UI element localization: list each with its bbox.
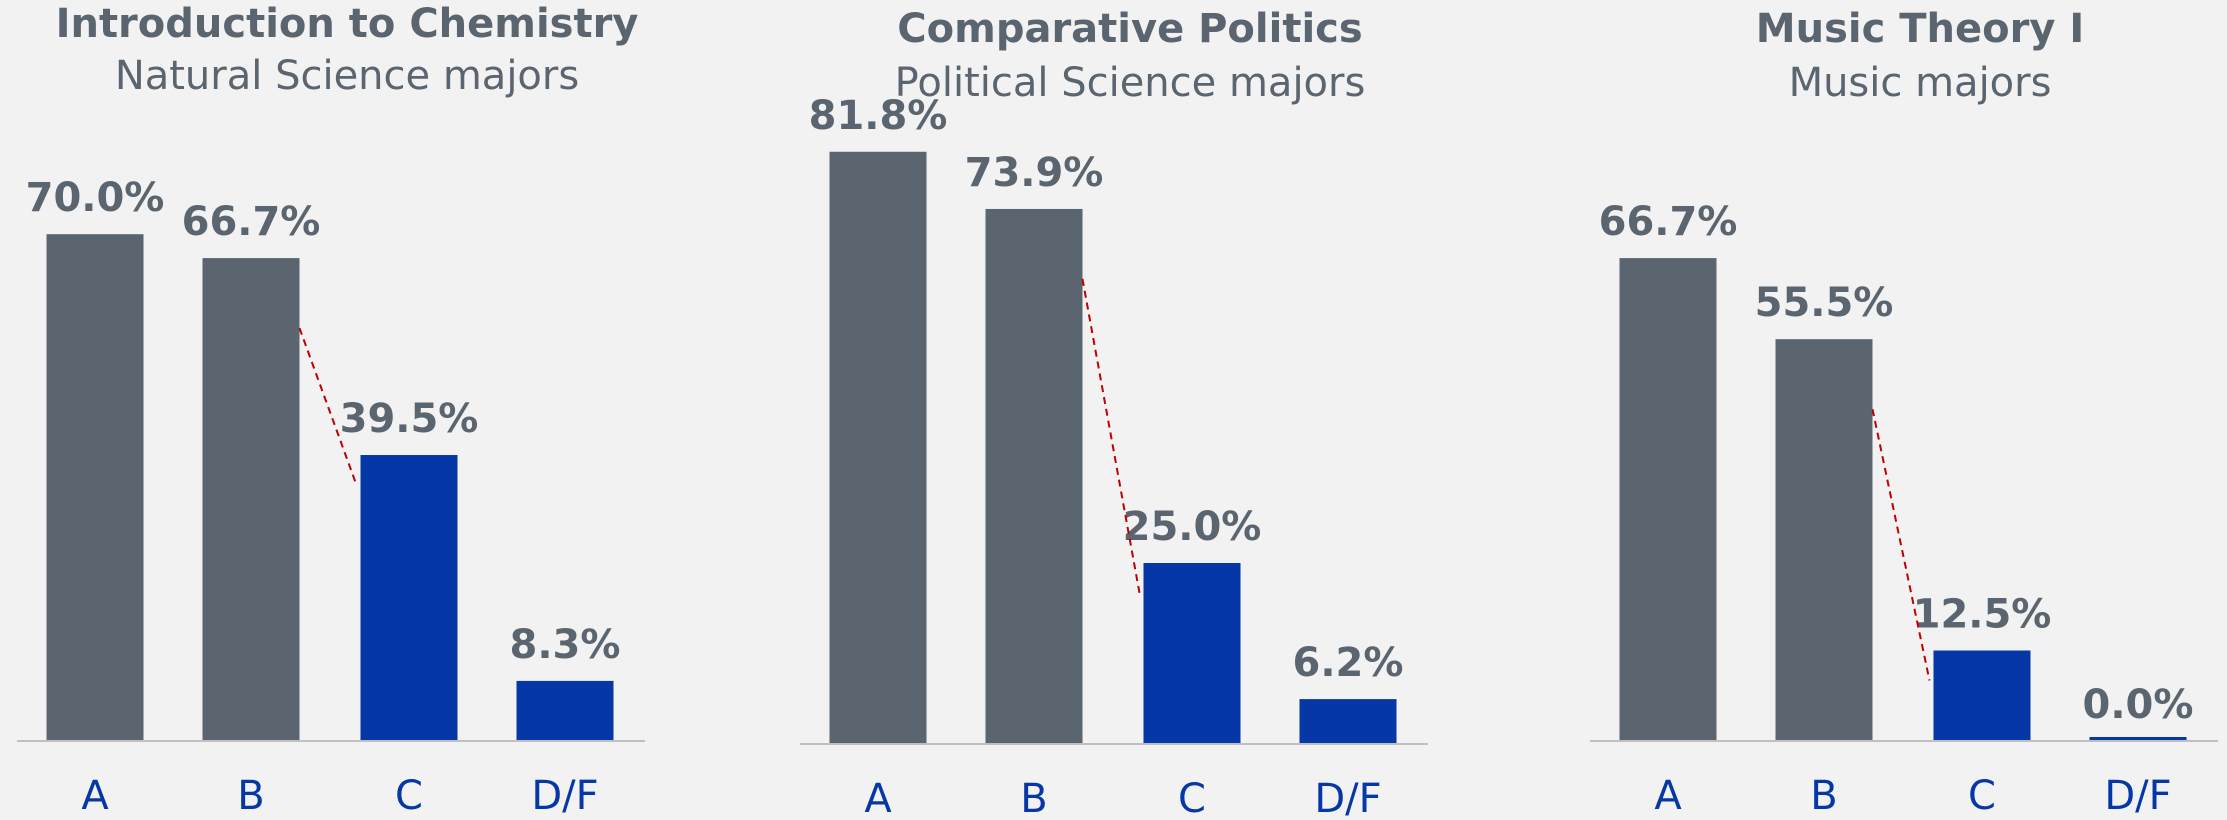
- trend-connector: [298, 327, 358, 486]
- value-label: 25.0%: [1123, 504, 1262, 550]
- bar: [1299, 699, 1397, 744]
- bar: [46, 234, 144, 741]
- chart-title: Comparative Politics: [897, 6, 1362, 52]
- category-label: D/F: [531, 773, 598, 819]
- bar: [2089, 737, 2187, 741]
- value-label: 6.2%: [1293, 640, 1404, 686]
- bar: [1933, 650, 2031, 741]
- category-label: A: [81, 773, 109, 819]
- bar: [516, 680, 614, 741]
- bar: [360, 455, 458, 741]
- chart-subtitle: Political Science majors: [895, 60, 1366, 106]
- category-label: C: [395, 773, 423, 819]
- category-label: B: [237, 773, 264, 819]
- value-label: 8.3%: [510, 622, 621, 668]
- value-label: 73.9%: [965, 150, 1104, 196]
- value-label: 39.5%: [340, 396, 479, 442]
- bar: [1619, 258, 1717, 741]
- bar: [1143, 563, 1241, 744]
- value-label: 66.7%: [182, 199, 321, 245]
- chart-subtitle: Music majors: [1789, 60, 2052, 106]
- value-label: 70.0%: [26, 175, 165, 221]
- category-label: C: [1968, 773, 1996, 819]
- bar: [202, 258, 300, 741]
- value-label: 0.0%: [2083, 682, 2194, 728]
- trend-connector: [1081, 278, 1141, 594]
- value-label: 66.7%: [1599, 199, 1738, 245]
- chart-title: Introduction to Chemistry: [56, 1, 639, 47]
- trend-connector: [1871, 408, 1931, 681]
- category-label: D/F: [1314, 776, 1381, 820]
- category-label: D/F: [2104, 773, 2171, 819]
- category-label: B: [1810, 773, 1837, 819]
- bar: [1775, 339, 1873, 741]
- chart-title: Music Theory I: [1756, 6, 2084, 52]
- value-label: 55.5%: [1755, 280, 1894, 326]
- bar: [985, 208, 1083, 745]
- category-label: C: [1178, 776, 1206, 820]
- bar: [829, 151, 927, 744]
- chart-subtitle: Natural Science majors: [115, 53, 579, 99]
- value-label: 81.8%: [809, 93, 948, 139]
- category-label: A: [864, 776, 892, 820]
- category-label: A: [1654, 773, 1682, 819]
- value-label: 12.5%: [1913, 592, 2052, 638]
- category-label: B: [1020, 776, 1047, 820]
